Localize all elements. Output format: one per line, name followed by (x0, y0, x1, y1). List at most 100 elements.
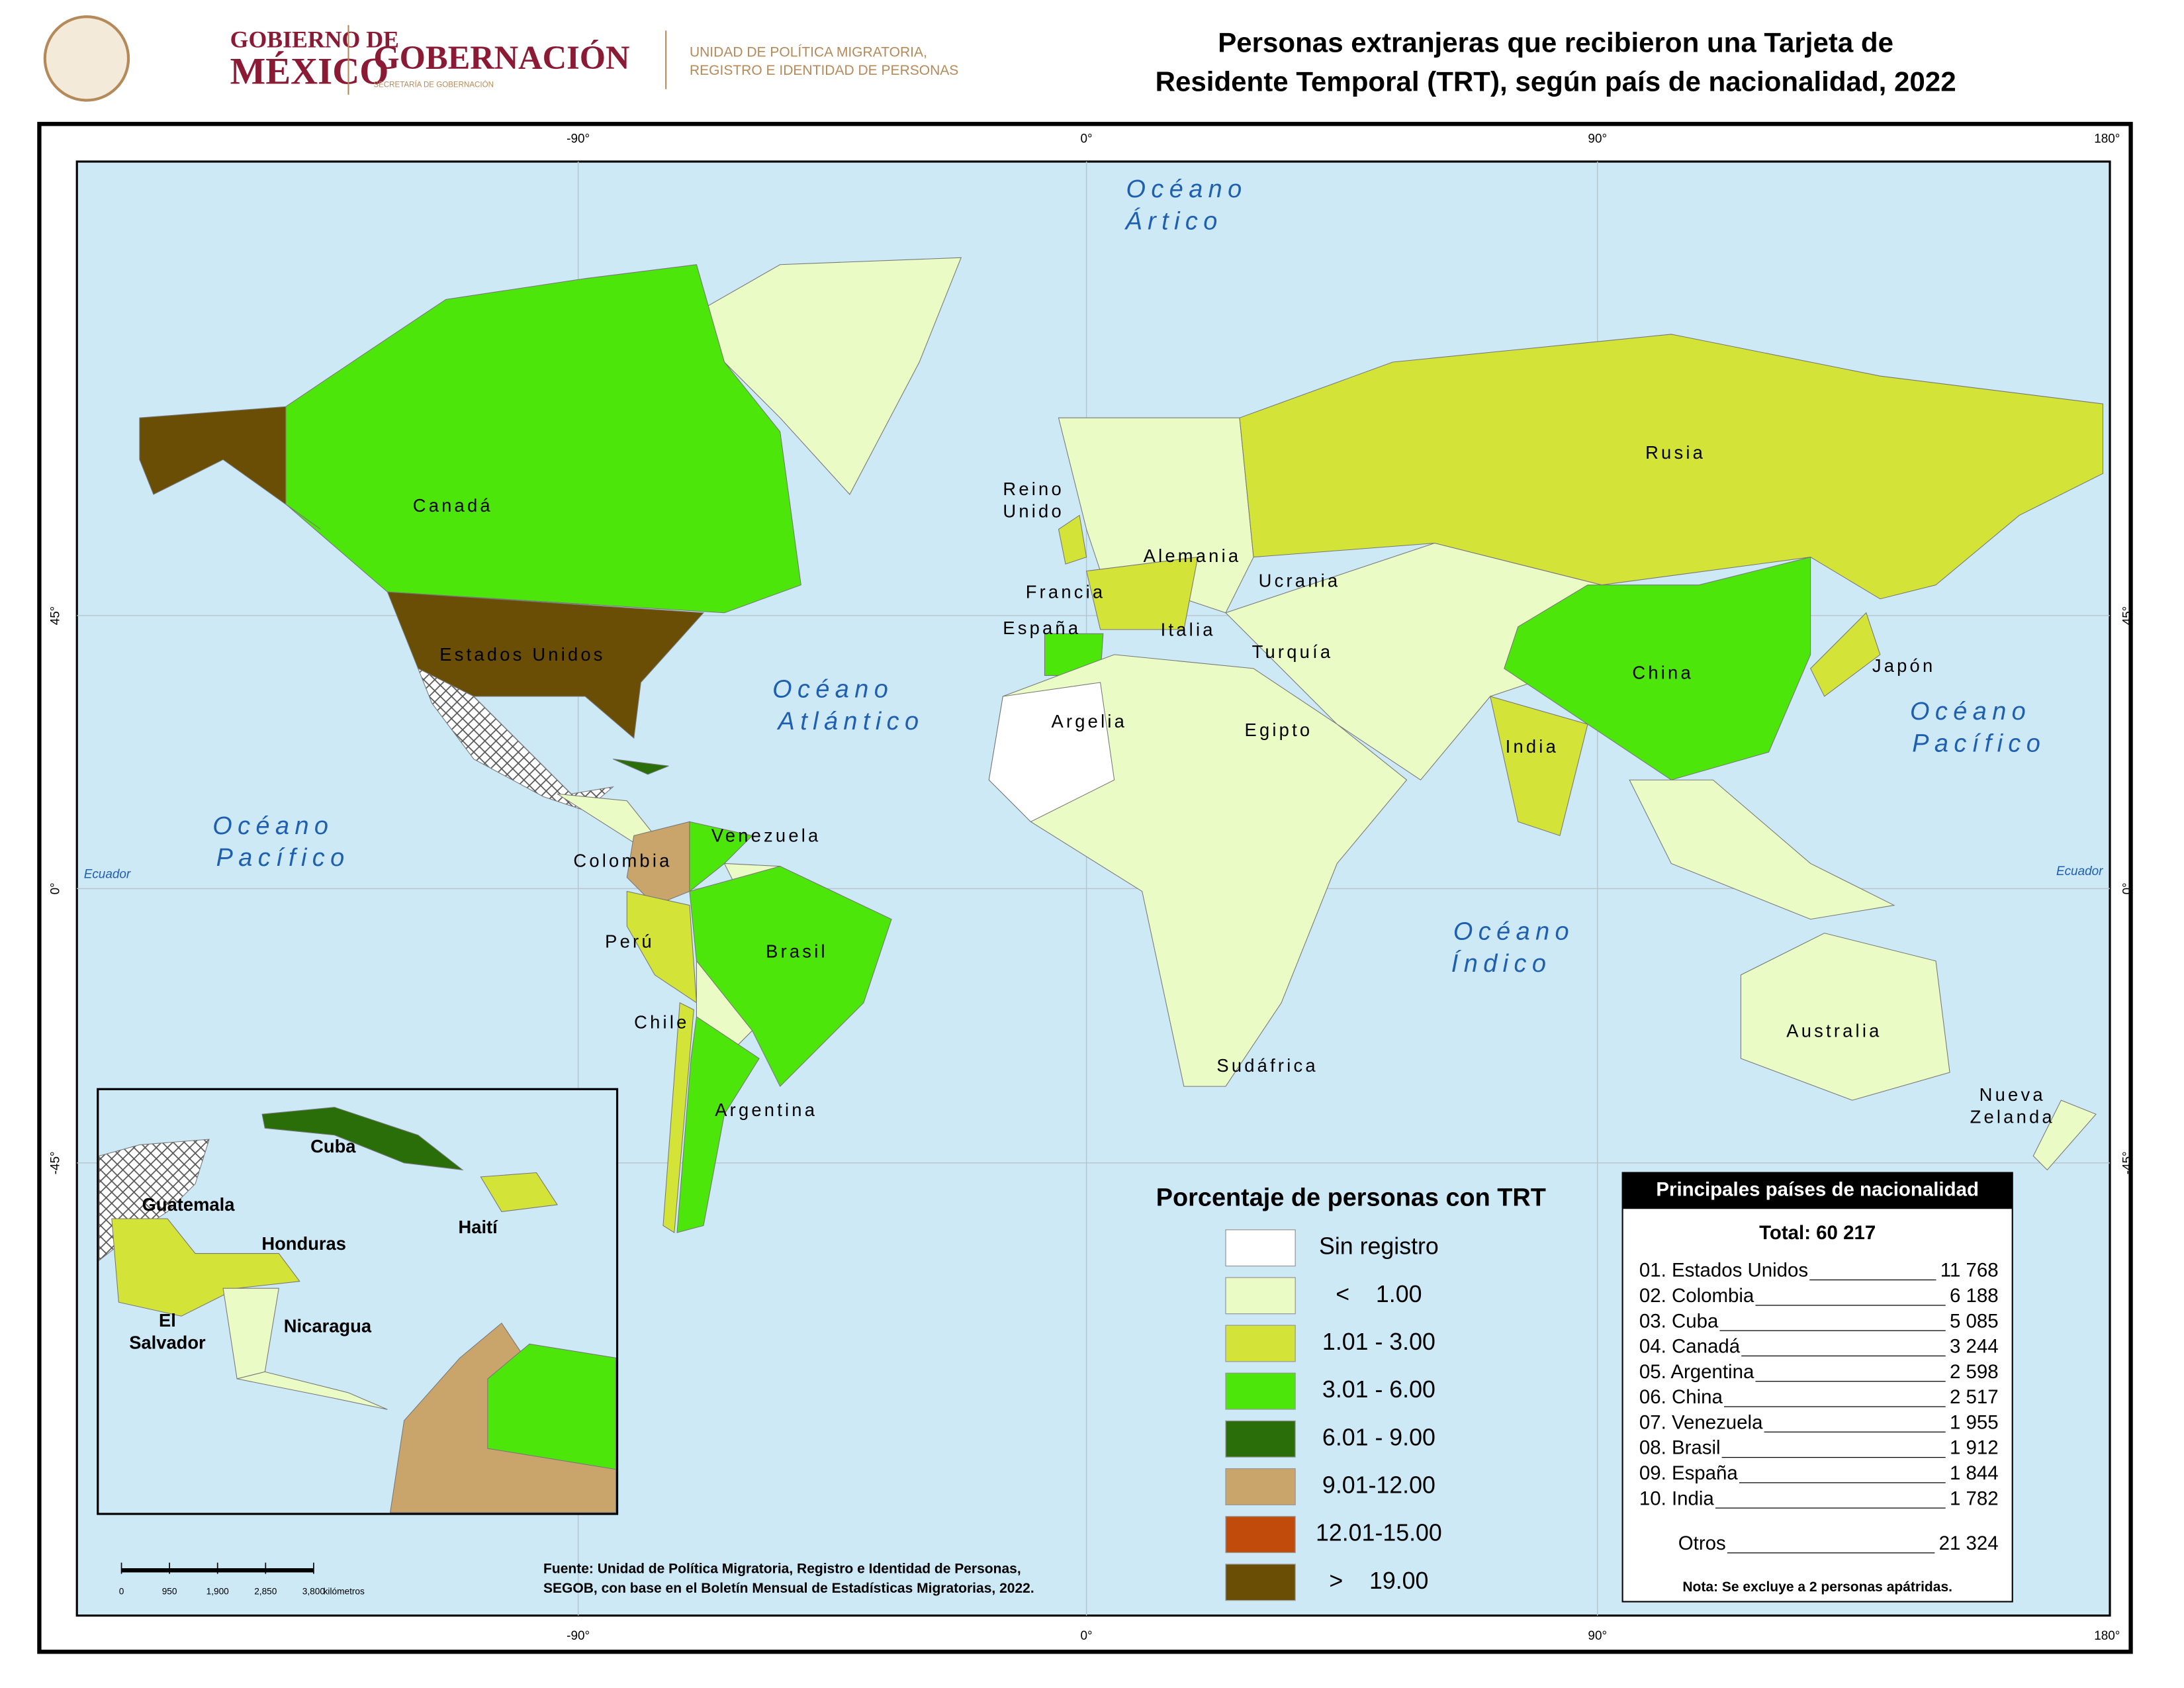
japan (1810, 612, 1881, 697)
scale-unit: kilómetros (324, 1586, 365, 1596)
land (139, 257, 2104, 1233)
legend-label: > 19.00 (1329, 1568, 1428, 1594)
country-label: India (1506, 736, 1559, 757)
inset-label: Cuba (310, 1136, 356, 1156)
unit: REGISTRO E IDENTIDAD DE PERSONAS (690, 63, 958, 78)
source: Fuente: Unidad de Política Migratoria, R… (543, 1562, 1021, 1577)
lat-label: 0° (49, 882, 63, 894)
inset: Cuba Guatemala Honduras Haití Nicaragua … (97, 1088, 619, 1515)
table-title: Principales países de nacionalidad (1656, 1179, 1979, 1201)
country-label: Zelanda (1970, 1107, 2055, 1127)
equator-label: Ecuador (84, 867, 131, 881)
logo-text: GOBIERNO DE (230, 26, 399, 52)
table-box (1621, 1172, 2013, 1603)
ocean-label: Pacífico (216, 844, 350, 872)
inset-label: Nicaragua (284, 1315, 372, 1336)
legend-label: 6.01 - 9.00 (1322, 1424, 1435, 1450)
lon-label: 90° (1588, 1629, 1607, 1643)
country-label: Venezuela (711, 825, 821, 846)
country-label: Brasil (766, 941, 828, 961)
costa-rica-panama (237, 1371, 388, 1410)
lon-label: -90° (567, 1629, 590, 1643)
lat-label: 45° (49, 606, 63, 626)
ocean-label: Ártico (1124, 207, 1222, 236)
table-total: Total: 60 217 (1759, 1222, 1876, 1244)
equator-label: Ecuador (2056, 865, 2103, 878)
lat-label: -45° (2120, 1151, 2134, 1174)
legend-swatch (1225, 1564, 1296, 1601)
southeast-asia (1629, 779, 1895, 920)
country-label: Colombia (573, 851, 672, 871)
india (1490, 696, 1588, 837)
logo-text: MÉXICO (230, 51, 389, 93)
legend-label: Sin registro (1319, 1233, 1439, 1260)
legend-label: 9.01-12.00 (1322, 1472, 1435, 1498)
country-label: Italia (1161, 619, 1216, 639)
country-labels: Reino Unido Nueva Zelanda Canadá Estados … (413, 442, 2055, 1127)
alaska (139, 406, 321, 530)
inset-label: El (159, 1310, 176, 1331)
agency: GOBERNACIÓN (373, 39, 629, 76)
new-zealand (2032, 1100, 2097, 1171)
graticule (77, 162, 2110, 1616)
legend-label: 3.01 - 6.00 (1322, 1376, 1435, 1403)
table-name: Otros (1678, 1532, 1726, 1554)
lon-label: 180° (2094, 1629, 2120, 1643)
table-value: 6 188 (1950, 1285, 1999, 1307)
country-label: Ucrania (1259, 571, 1341, 591)
country-label: China (1632, 663, 1693, 683)
lon-label: 180° (2094, 132, 2120, 146)
table-name: 01. Estados Unidos (1639, 1260, 1808, 1282)
ocean-label: Pacífico (1912, 730, 2046, 758)
lon-label: -90° (567, 132, 590, 146)
ocean-label: Océano (212, 812, 334, 840)
country-label: España (1003, 618, 1081, 638)
scale-label: 2,850 (254, 1586, 277, 1596)
source: SEGOB, con base en el Boletín Mensual de… (543, 1581, 1034, 1596)
inset-label: Honduras (261, 1233, 346, 1254)
table-name: 05. Argentina (1639, 1361, 1754, 1383)
lon-label: 90° (1588, 132, 1607, 146)
table-header (1622, 1172, 2013, 1209)
legend-swatch (1225, 1325, 1296, 1362)
country-label: Alemania (1144, 545, 1242, 566)
country-label: Turquía (1252, 641, 1334, 662)
legend-swatch (1225, 1277, 1296, 1315)
table-name: 10. India (1639, 1487, 1715, 1509)
west-africa (988, 682, 1115, 822)
country-label: Francia (1026, 582, 1106, 602)
venezuela (487, 1343, 616, 1470)
france-germany (1085, 556, 1199, 630)
canada (285, 264, 801, 614)
title: Personas extranjeras que recibieron una … (1218, 26, 1893, 58)
ocean-label: Océano (1126, 175, 1248, 203)
unit: UNIDAD DE POLÍTICA MIGRATORIA, (690, 45, 927, 60)
country-label: Rusia (1645, 442, 1706, 463)
legend-swatch (1225, 1468, 1296, 1505)
country-label: Japón (1872, 655, 1936, 676)
table-name: 07. Venezuela (1639, 1411, 1763, 1433)
emblem (43, 15, 130, 102)
country-label: Chile (634, 1012, 689, 1033)
greenland (682, 257, 962, 495)
legend-label: < 1.00 (1336, 1281, 1422, 1307)
table-name: 03. Cuba (1639, 1310, 1719, 1332)
table-value: 1 912 (1950, 1437, 1999, 1459)
scale-label: 3,800 (302, 1586, 326, 1596)
ocean-label: Atlántico (777, 708, 925, 735)
lon-label: 0° (1081, 132, 1093, 146)
ocean-label: Océano (772, 676, 893, 704)
country-label: Perú (605, 931, 655, 952)
legend-swatch (1225, 1516, 1296, 1554)
cuba (261, 1107, 464, 1171)
table-name: 06. China (1639, 1386, 1723, 1408)
table-value: 3 244 (1950, 1336, 1999, 1358)
agency-sub: SECRETARÍA DE GOBERNACIÓN (373, 80, 494, 89)
country-label: Unido (1003, 500, 1064, 521)
country-label: Australia (1786, 1020, 1882, 1041)
table-value: 21 324 (1939, 1532, 1999, 1554)
legend-swatch (1225, 1372, 1296, 1410)
